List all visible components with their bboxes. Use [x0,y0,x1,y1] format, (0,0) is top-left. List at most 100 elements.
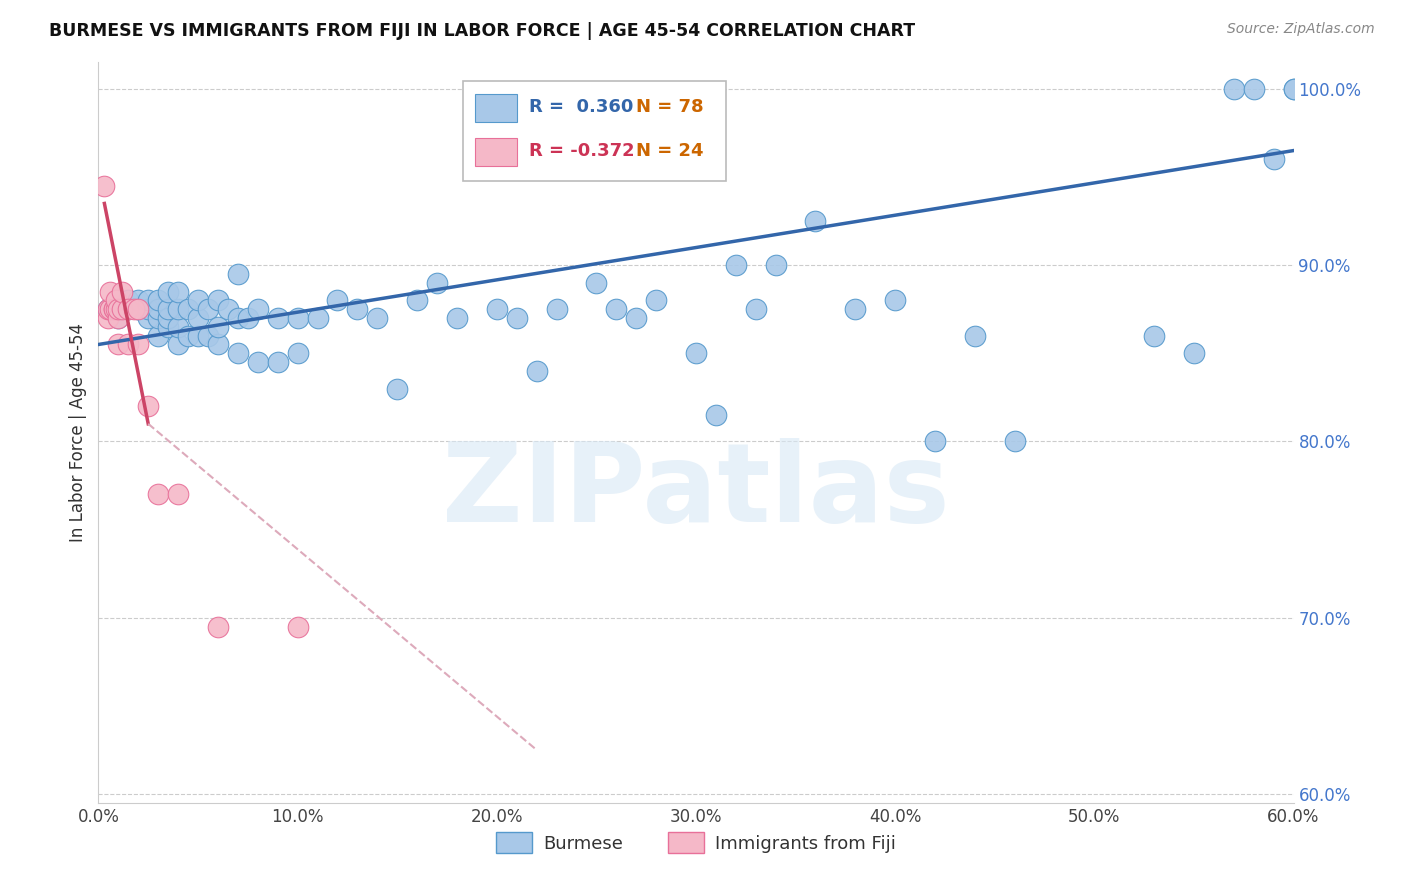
Point [148,302,170,317]
Point [226,267,249,281]
Point [485,302,508,317]
Point [124,302,146,317]
FancyBboxPatch shape [475,138,517,166]
Point [366,311,388,326]
Point [685,346,707,360]
Point [107,337,129,351]
Point [97,311,120,326]
Point [246,355,269,369]
Point [745,302,768,317]
Point [187,311,209,326]
Point [136,293,159,308]
Text: BURMESE VS IMMIGRANTS FROM FIJI IN LABOR FORCE | AGE 45-54 CORRELATION CHART: BURMESE VS IMMIGRANTS FROM FIJI IN LABOR… [49,22,915,40]
Point [111,302,134,317]
Point [226,346,249,360]
Point [148,311,170,326]
Point [585,276,607,290]
Point [765,258,787,272]
Point [117,293,139,308]
Point [1143,328,1166,343]
Point [197,328,219,343]
Point [127,337,149,351]
Point [287,311,309,326]
Point [267,311,290,326]
Point [136,399,159,413]
Point [107,311,129,326]
Y-axis label: In Labor Force | Age 45-54: In Labor Force | Age 45-54 [69,323,87,542]
Point [1282,82,1305,96]
Point [107,311,129,326]
Point [167,487,190,501]
Point [148,487,170,501]
Point [127,302,149,317]
Point [626,311,648,326]
Point [127,293,149,308]
Point [157,319,180,334]
Point [884,293,907,308]
Point [406,293,429,308]
Point [177,302,200,317]
Point [97,302,120,317]
Point [645,293,668,308]
Point [1282,82,1305,96]
Point [157,285,180,299]
Point [157,311,180,326]
Point [167,337,190,351]
Point [307,311,329,326]
Text: N = 24: N = 24 [636,143,704,161]
Point [167,319,190,334]
Point [127,302,149,317]
Point [105,293,128,308]
Point [217,302,239,317]
Point [1243,82,1265,96]
Point [267,355,290,369]
Point [287,619,309,633]
Point [724,258,747,272]
Point [246,302,269,317]
Point [197,302,219,317]
Point [207,619,229,633]
Point [136,302,159,317]
Point [446,311,468,326]
Text: Source: ZipAtlas.com: Source: ZipAtlas.com [1227,22,1375,37]
Point [1223,82,1246,96]
Point [506,311,529,326]
Point [287,346,309,360]
Point [167,302,190,317]
Point [226,311,249,326]
Point [157,302,180,317]
Point [117,302,139,317]
Point [127,302,149,317]
Point [103,302,125,317]
Point [107,302,129,317]
Point [98,285,122,299]
Point [1263,153,1285,167]
Legend: Burmese, Immigrants from Fiji: Burmese, Immigrants from Fiji [489,825,903,861]
Point [385,382,409,396]
Point [1182,346,1205,360]
FancyBboxPatch shape [475,94,517,121]
Point [97,302,120,317]
Point [426,276,449,290]
Point [187,328,209,343]
Point [326,293,349,308]
FancyBboxPatch shape [463,81,725,181]
Point [236,311,259,326]
Point [136,311,159,326]
Point [187,293,209,308]
Point [111,285,134,299]
Point [207,337,229,351]
Point [526,364,548,378]
Point [207,293,229,308]
Point [346,302,368,317]
Point [605,302,627,317]
Point [98,302,122,317]
Point [117,337,139,351]
Point [93,178,115,193]
Text: ZIPatlas: ZIPatlas [441,438,950,545]
Text: N = 78: N = 78 [636,98,704,116]
Point [844,302,866,317]
Point [117,302,139,317]
Point [107,302,129,317]
Point [704,408,727,422]
